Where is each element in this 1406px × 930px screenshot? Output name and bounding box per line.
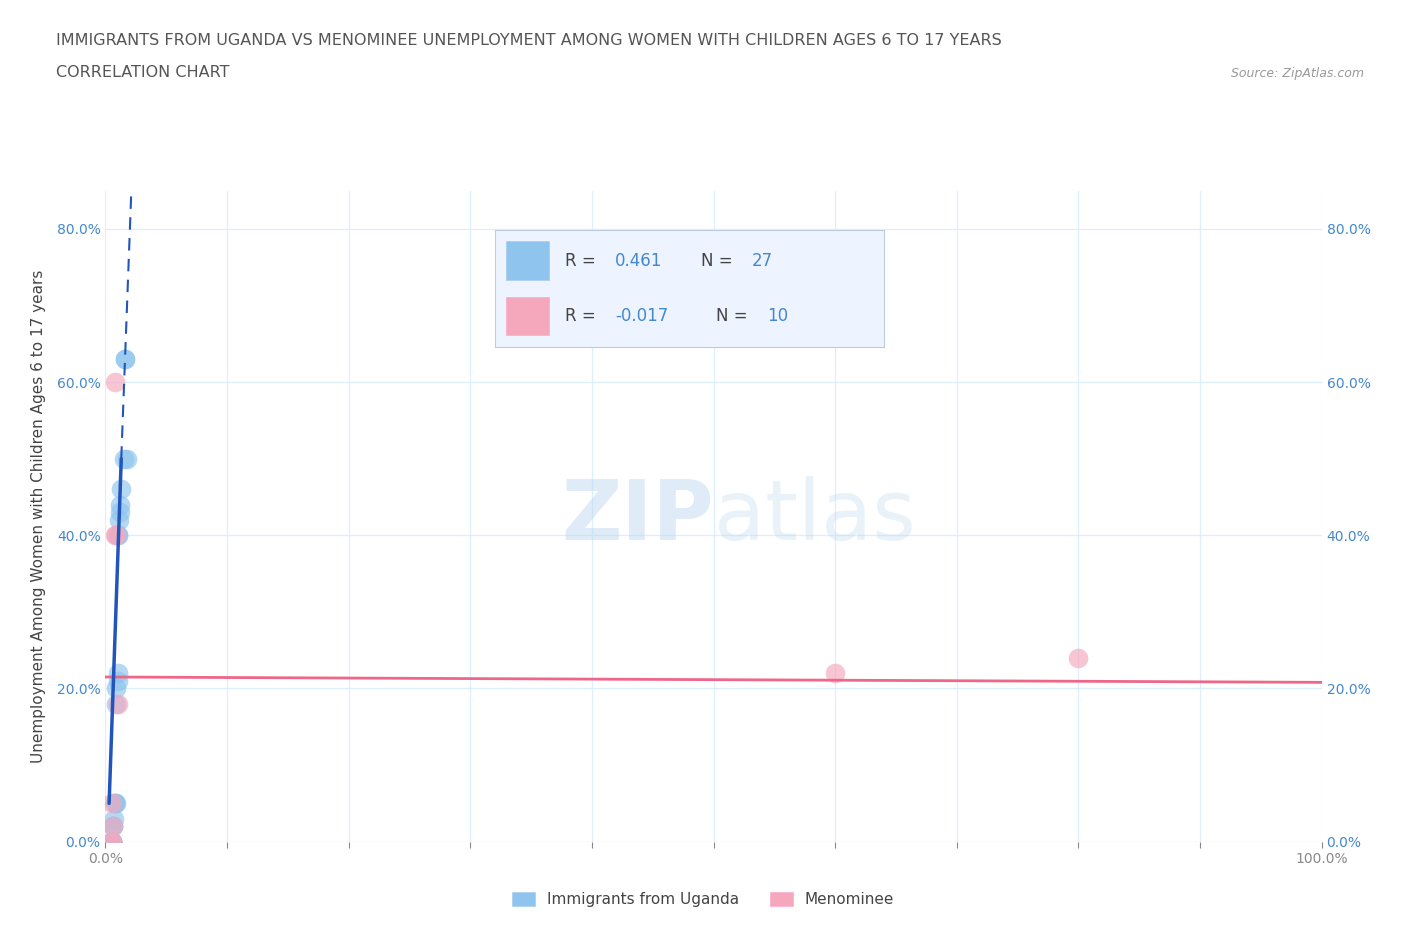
Point xyxy=(104,375,127,390)
Point xyxy=(107,528,129,543)
Text: Source: ZipAtlas.com: Source: ZipAtlas.com xyxy=(1230,67,1364,80)
Point xyxy=(100,796,122,811)
Point xyxy=(104,796,127,811)
Text: atlas: atlas xyxy=(713,475,915,557)
FancyBboxPatch shape xyxy=(506,242,550,280)
Point xyxy=(104,796,127,811)
Point xyxy=(100,834,122,849)
Point xyxy=(100,834,122,849)
Text: 10: 10 xyxy=(768,307,789,325)
Point xyxy=(100,834,122,849)
Point xyxy=(107,666,129,681)
Point xyxy=(104,528,127,543)
Text: 27: 27 xyxy=(751,252,773,270)
Point xyxy=(105,528,128,543)
Text: R =: R = xyxy=(565,307,595,325)
Point xyxy=(105,681,128,696)
Text: CORRELATION CHART: CORRELATION CHART xyxy=(56,65,229,80)
Point xyxy=(101,819,124,834)
Text: IMMIGRANTS FROM UGANDA VS MENOMINEE UNEMPLOYMENT AMONG WOMEN WITH CHILDREN AGES : IMMIGRANTS FROM UGANDA VS MENOMINEE UNEM… xyxy=(56,33,1002,47)
Text: R =: R = xyxy=(565,252,595,270)
Point xyxy=(100,834,122,849)
Point xyxy=(101,819,124,834)
Point xyxy=(112,451,135,466)
Text: 0.461: 0.461 xyxy=(616,252,662,270)
Point xyxy=(100,834,122,849)
Text: N =: N = xyxy=(717,307,748,325)
FancyBboxPatch shape xyxy=(506,297,550,335)
Point xyxy=(114,352,136,366)
Point xyxy=(105,697,128,711)
Point xyxy=(824,666,846,681)
Point xyxy=(100,834,122,849)
Point xyxy=(1067,650,1090,665)
Text: ZIP: ZIP xyxy=(561,475,713,557)
Point xyxy=(100,834,122,849)
Y-axis label: Unemployment Among Women with Children Ages 6 to 17 years: Unemployment Among Women with Children A… xyxy=(31,270,45,763)
Point xyxy=(105,796,128,811)
Text: -0.017: -0.017 xyxy=(616,307,668,325)
Point xyxy=(101,819,124,834)
Point xyxy=(103,811,125,826)
Point xyxy=(100,834,122,849)
Point xyxy=(108,505,131,520)
Point xyxy=(100,834,122,849)
Point xyxy=(110,482,132,497)
Point xyxy=(108,512,131,527)
Point xyxy=(107,673,129,688)
Text: N =: N = xyxy=(702,252,733,270)
Point xyxy=(108,498,131,512)
Point xyxy=(107,697,129,711)
Point xyxy=(107,528,129,543)
Point xyxy=(117,451,139,466)
Legend: Immigrants from Uganda, Menominee: Immigrants from Uganda, Menominee xyxy=(506,885,900,913)
Point xyxy=(114,352,136,366)
